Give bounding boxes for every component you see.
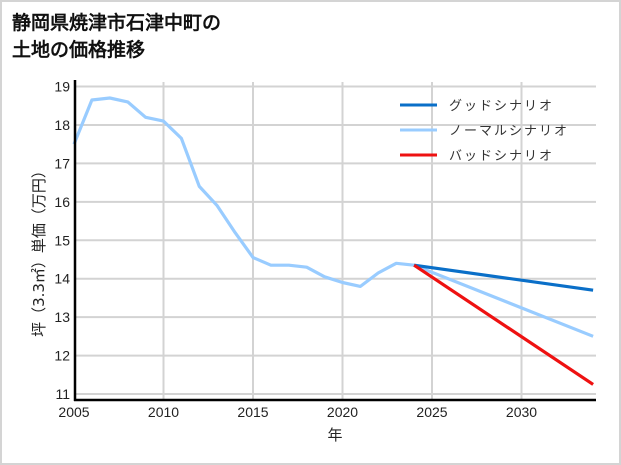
x-tick-label: 2030	[506, 404, 537, 420]
tick-labels: 11 12 13 14 15 16 17 18 19 2005 2010 2015 2020 2025 20…	[54, 79, 537, 421]
y-tick-label: 17	[54, 155, 70, 171]
x-tick-label: 2005	[58, 404, 89, 420]
y-axis-label: 坪（3.3㎡）単価（万円）	[30, 163, 48, 337]
y-tick-label: 16	[54, 194, 70, 210]
x-tick-label: 2015	[237, 404, 268, 420]
y-tick-label: 15	[54, 232, 70, 248]
chart-title: 静岡県焼津市石津中町の 土地の価格推移	[12, 12, 222, 61]
series-lines	[72, 96, 594, 386]
y-tick-label: 11	[55, 386, 70, 402]
y-tick-label: 19	[54, 79, 70, 95]
x-axis-label: 年	[327, 426, 342, 444]
y-tick-label: 14	[54, 271, 70, 287]
legend-label: グッドシナリオ	[449, 99, 554, 114]
series-line	[413, 263, 594, 292]
series-line	[72, 96, 594, 338]
y-tick-label: 12	[54, 348, 70, 364]
legend-label: ノーマルシナリオ	[449, 124, 569, 139]
axes	[73, 80, 596, 402]
x-tick-label: 2025	[416, 404, 447, 420]
series-line	[413, 263, 594, 386]
y-tick-label: 18	[54, 117, 70, 133]
legend-label: バッドシナリオ	[449, 149, 554, 164]
y-tick-label: 13	[54, 309, 70, 325]
x-tick-label: 2010	[148, 404, 179, 420]
x-tick-label: 2020	[327, 404, 358, 420]
